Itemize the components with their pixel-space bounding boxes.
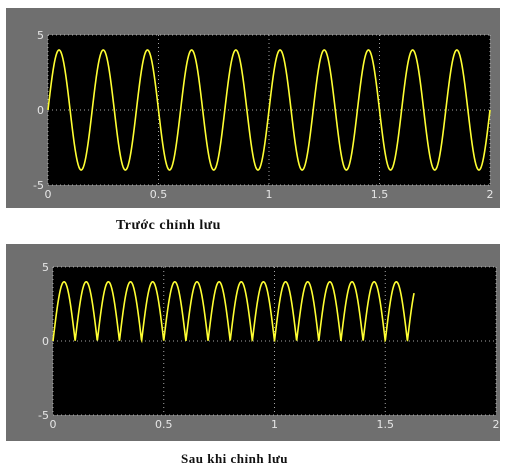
x-tick-label: 1: [271, 418, 278, 431]
waveform-trace: [47, 49, 491, 171]
y-tick-label: 5: [42, 261, 49, 274]
x-tick-label: 2: [487, 188, 494, 201]
y-tick-label: 0: [37, 104, 44, 117]
waveform-trace: [52, 280, 415, 344]
x-tick-label: 1.5: [377, 418, 395, 431]
caption-before-rectification: Trước chỉnh lưu: [116, 218, 221, 233]
y-tick-label: 0: [42, 335, 49, 348]
scope-plot-after: 0 0.5 1 1.5 250-5: [38, 261, 500, 431]
x-tick-label: 2: [493, 418, 500, 431]
x-tick-label: 1: [266, 188, 273, 201]
scope-panel-after: 0 0.5 1 1.5 2 5 0 -5: [6, 244, 500, 441]
x-tick-label: 0.5: [150, 188, 168, 201]
scope-panel-before: 0 0.5 1 1.5 2 5 0 -5: [6, 8, 500, 208]
x-tick-label: 0: [45, 188, 52, 201]
caption-after-rectification: Sau khi chỉnh lưu: [181, 451, 288, 466]
x-tick-label: 0: [50, 418, 57, 431]
y-tick-label: -5: [38, 409, 49, 422]
x-tick-label: 1.5: [371, 188, 389, 201]
x-tick-label: 0.5: [155, 418, 173, 431]
scope-plot-before: 0 0.5 1 1.5 250-5: [33, 29, 494, 201]
y-tick-label: 5: [37, 29, 44, 42]
y-tick-label: -5: [33, 179, 44, 192]
